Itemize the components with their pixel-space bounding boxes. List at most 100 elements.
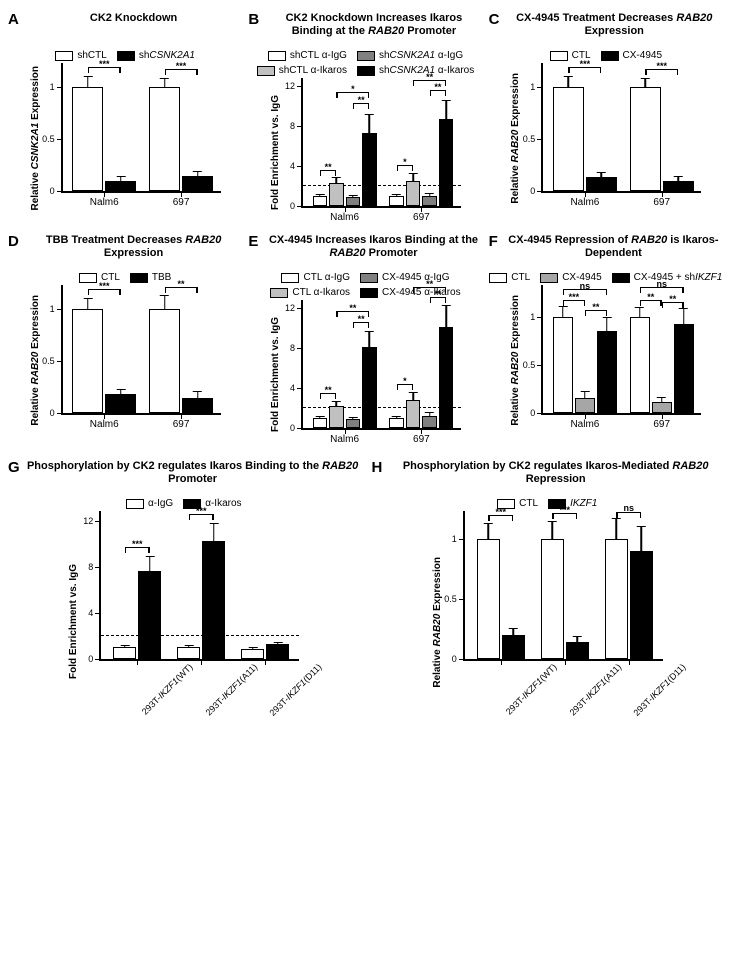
panel-title: TBB Treatment Decreases RAB20 Expression bbox=[25, 234, 242, 259]
legend-item: α-IgG bbox=[126, 498, 173, 509]
legend-item: CX-4945 α-IgG bbox=[360, 272, 449, 283]
sig-label: ** bbox=[325, 387, 332, 394]
panel-E: E CX-4945 Increases Ikaros Binding at the… bbox=[248, 234, 482, 450]
bar bbox=[241, 649, 264, 659]
legend-label: CTL bbox=[511, 272, 530, 283]
legend-swatch bbox=[612, 273, 630, 283]
sig-bracket: *** bbox=[563, 300, 585, 301]
bar bbox=[652, 402, 672, 413]
sig-bracket: ns bbox=[616, 512, 641, 513]
legend-item: shCSNK2A1 α-IgG bbox=[357, 50, 463, 61]
bar bbox=[72, 87, 103, 191]
legend-swatch bbox=[281, 273, 299, 283]
ytick-label: 4 bbox=[88, 608, 101, 618]
panel-letter: B bbox=[248, 12, 259, 27]
legend-item: CX-4945 + shIKZF1 bbox=[612, 272, 723, 283]
legend-swatch bbox=[270, 288, 288, 298]
legend-label: shCTL α-IgG bbox=[290, 50, 347, 61]
legend-swatch bbox=[357, 66, 375, 76]
bar bbox=[346, 197, 361, 206]
legend: α-IgG α-Ikaros bbox=[126, 498, 242, 509]
ytick-label: 1 bbox=[530, 312, 543, 322]
figure-grid: ACK2 KnockdownshCTLshCSNK2A1Relative CSN… bbox=[8, 12, 723, 450]
legend-label: CX-4945 bbox=[623, 50, 662, 61]
legend-item: CX-4945 bbox=[601, 50, 662, 61]
sig-bracket: *** bbox=[165, 69, 198, 70]
sig-label: *** bbox=[580, 61, 591, 68]
panel-letter: E bbox=[248, 234, 258, 249]
bar bbox=[113, 647, 136, 659]
sig-bracket: *** bbox=[189, 514, 214, 515]
sig-bracket: * bbox=[397, 384, 414, 385]
sig-label: ** bbox=[178, 281, 185, 288]
panel-title: CX-4945 Increases Ikaros Binding at the … bbox=[264, 234, 482, 259]
sig-bracket: *** bbox=[88, 67, 121, 68]
legend-label: CX-4945 + shIKZF1 bbox=[634, 272, 723, 283]
ytick-label: 8 bbox=[290, 121, 303, 131]
sig-label: * bbox=[403, 159, 407, 166]
panel-F: FCX-4945 Repression of RAB20 is Ikaros-D… bbox=[489, 234, 723, 450]
sig-label: *** bbox=[99, 283, 110, 290]
ytick-label: 0 bbox=[88, 654, 101, 664]
chart-area: 04812293T-IKZF1(WT)293T-IKZF1(A11)293T-I… bbox=[99, 511, 299, 661]
sig-label: *** bbox=[559, 507, 570, 514]
sig-label: * bbox=[351, 86, 355, 93]
ytick-label: 1 bbox=[50, 82, 63, 92]
sig-bracket: *** bbox=[125, 547, 150, 548]
bar bbox=[138, 571, 161, 659]
sig-bracket: *** bbox=[552, 513, 577, 514]
panel-H: HPhosphorylation by CK2 regulates Ikaros… bbox=[372, 460, 724, 733]
bar bbox=[439, 119, 454, 206]
panel-B: BCK2 Knockdown Increases Ikaros Binding … bbox=[248, 12, 482, 228]
bar bbox=[406, 400, 421, 428]
bar bbox=[329, 406, 344, 428]
ylabel: Fold Enrichment vs. IgG bbox=[270, 317, 281, 432]
panel-letter: C bbox=[489, 12, 500, 27]
sig-label: ** bbox=[434, 84, 441, 91]
legend-label: shCSNK2A1 α-IgG bbox=[379, 50, 463, 61]
panel-title: CK2 Knockdown bbox=[25, 12, 242, 25]
legend: CTLCX-4945 bbox=[550, 50, 662, 61]
legend-item: α-Ikaros bbox=[183, 498, 241, 509]
chart-area: 00.51Nalm6697****** bbox=[541, 63, 701, 193]
ytick-label: 0.5 bbox=[42, 356, 63, 366]
legend-swatch bbox=[489, 273, 507, 283]
bar bbox=[105, 181, 136, 191]
bar bbox=[149, 309, 180, 413]
bar bbox=[630, 87, 661, 191]
legend-swatch bbox=[360, 288, 378, 298]
ytick-label: 1 bbox=[452, 534, 465, 544]
bar bbox=[553, 87, 584, 191]
sig-label: ** bbox=[426, 74, 433, 81]
legend-item: shCTL α-IgG bbox=[268, 50, 347, 61]
legend: CTL α-IgGCX-4945 α-IgGCTL α-IkarosCX-494… bbox=[248, 272, 482, 298]
bar bbox=[502, 635, 525, 659]
figure-row-bottom: GPhosphorylation by CK2 regulates Ikaros… bbox=[8, 460, 723, 733]
legend-item: CTL α-Ikaros bbox=[270, 287, 350, 298]
bar bbox=[566, 642, 589, 659]
legend-label: CTL α-IgG bbox=[303, 272, 350, 283]
bar bbox=[630, 317, 650, 413]
sig-bracket: *** bbox=[488, 515, 513, 516]
sig-label: *** bbox=[569, 294, 580, 301]
bar bbox=[575, 398, 595, 413]
ytick-label: 12 bbox=[83, 516, 101, 526]
sig-bracket: ns bbox=[563, 289, 607, 290]
sig-bracket: ** bbox=[585, 310, 607, 311]
legend-label: CTL α-Ikaros bbox=[292, 287, 350, 298]
bar bbox=[313, 196, 328, 206]
sig-label: ** bbox=[358, 316, 365, 323]
sig-label: ** bbox=[434, 291, 441, 298]
sig-label: *** bbox=[99, 61, 110, 68]
bar bbox=[182, 176, 213, 191]
bar bbox=[313, 418, 328, 428]
bar bbox=[674, 324, 694, 413]
panel-letter: F bbox=[489, 234, 498, 249]
bar bbox=[553, 317, 573, 413]
legend-item: shCSNK2A1 α-Ikaros bbox=[357, 65, 474, 76]
sig-bracket: ** bbox=[336, 311, 369, 312]
ytick-label: 4 bbox=[290, 161, 303, 171]
sig-label: *** bbox=[196, 508, 207, 515]
ylabel: Relative RAB20 Expression bbox=[30, 295, 41, 426]
ytick-label: 0.5 bbox=[444, 594, 465, 604]
